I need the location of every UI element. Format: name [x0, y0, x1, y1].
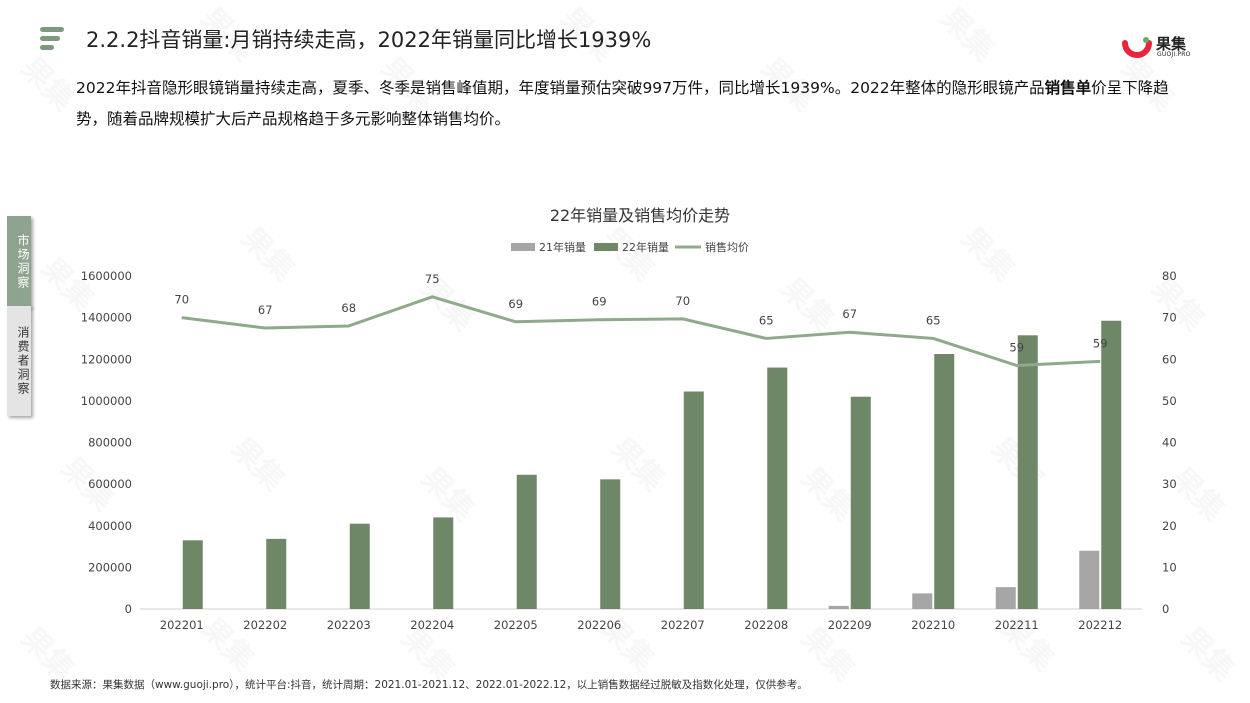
avg-price-line — [181, 295, 1101, 367]
bar-22-202212 — [1101, 320, 1122, 609]
bar-22-202211 — [1017, 335, 1038, 609]
avg-price-data-label: 65 — [759, 313, 774, 327]
bar-22-202207 — [683, 391, 704, 609]
bar-22-202208 — [767, 367, 788, 609]
bar-22-202201 — [182, 540, 203, 609]
avg-price-data-label: 70 — [174, 293, 189, 307]
bar-21-202211 — [995, 587, 1016, 609]
list-icon — [40, 27, 66, 51]
avg-price-data-label: 68 — [341, 301, 356, 315]
legend-label-2: 销售均价 — [705, 240, 749, 254]
legend-label-0: 21年销量 — [539, 240, 586, 254]
bar-21-202212 — [1079, 550, 1100, 609]
right-axis-tick-label: 70 — [1162, 311, 1177, 325]
left-axis-tick-label: 400000 — [88, 519, 132, 533]
x-axis-tick-label: 202209 — [828, 618, 872, 632]
x-axis-tick-label: 202205 — [494, 618, 538, 632]
summary-emphasis: 销售单 — [1044, 79, 1092, 97]
avg-price-data-label: 65 — [926, 313, 941, 327]
right-axis-tick-label: 30 — [1162, 477, 1177, 491]
avg-price-data-label: 67 — [842, 307, 857, 321]
right-axis-tick-label: 40 — [1162, 436, 1177, 450]
x-axis-tick-label: 202211 — [995, 618, 1039, 632]
legend-swatch-1 — [594, 243, 618, 251]
right-axis-tick-label: 60 — [1162, 352, 1177, 366]
right-axis-tick-label: 0 — [1162, 602, 1169, 616]
logo-subtitle: GUOJI.PRO — [1157, 51, 1191, 58]
left-axis-tick-label: 1000000 — [81, 394, 132, 408]
bar-22-202210 — [934, 354, 955, 609]
summary-text-before: 2022年抖音隐形眼镜销量持续走高，夏季、冬季是销售峰值期，年度销量预估突破99… — [76, 79, 1045, 97]
bar-22-202209 — [850, 396, 871, 609]
bar-22-202205 — [516, 474, 537, 609]
legend-swatch-0 — [511, 243, 535, 251]
avg-price-data-label: 59 — [1093, 336, 1108, 350]
x-axis-tick-label: 202208 — [744, 618, 788, 632]
avg-price-data-label: 69 — [508, 297, 523, 311]
bar-21-202210 — [912, 593, 933, 609]
logo-name: 果集 — [1156, 35, 1187, 53]
bar-22-202204 — [433, 517, 454, 609]
side-tab-market-insight[interactable]: 市场洞察 — [7, 216, 31, 308]
x-axis-tick-label: 202210 — [911, 618, 955, 632]
bar-22-202203 — [349, 523, 370, 609]
x-axis-tick-label: 202206 — [577, 618, 621, 632]
logo-mark-icon — [1122, 37, 1152, 58]
left-axis-tick-label: 600000 — [88, 477, 132, 491]
bar-22-202206 — [600, 479, 621, 609]
x-axis-tick-label: 202201 — [160, 618, 204, 632]
left-axis-tick-label: 0 — [125, 602, 132, 616]
x-axis-tick-label: 202204 — [410, 618, 454, 632]
avg-price-data-label: 67 — [258, 303, 273, 317]
left-axis-tick-label: 1200000 — [81, 352, 132, 366]
avg-price-data-label: 69 — [592, 295, 607, 309]
footnote: 数据来源：果集数据（www.guoji.pro），统计平台:抖音，统计周期：20… — [50, 679, 808, 691]
chart-title: 22年销量及销售均价走势 — [550, 206, 730, 225]
summary-text-after: 价呈下降趋势，随着品牌规模扩大后产品规格趋于多元影响整体销售均价。 — [76, 79, 1169, 128]
bar-22-202202 — [266, 538, 287, 609]
summary-paragraph: 2022年抖音隐形眼镜销量持续走高，夏季、冬季是销售峰值期，年度销量预估突破99… — [76, 73, 1186, 135]
right-axis-tick-label: 10 — [1162, 560, 1177, 574]
page-title: 2.2.2抖音销量:月销持续走高，2022年销量同比增长1939% — [86, 28, 652, 52]
brand-logo: 果集 GUOJI.PRO — [1122, 31, 1202, 61]
left-axis-tick-label: 1600000 — [81, 269, 132, 283]
avg-price-data-label: 70 — [675, 294, 690, 308]
side-tab-consumer-insight[interactable]: 消费者洞察 — [7, 306, 31, 416]
right-axis-tick-label: 80 — [1162, 269, 1177, 283]
avg-price-data-label: 59 — [1009, 340, 1024, 354]
right-axis-tick-label: 20 — [1162, 519, 1177, 533]
left-axis-tick-label: 200000 — [88, 560, 132, 574]
x-axis-tick-label: 202202 — [243, 618, 287, 632]
x-axis-tick-label: 202212 — [1078, 618, 1122, 632]
right-axis-tick-label: 50 — [1162, 394, 1177, 408]
left-axis-tick-label: 800000 — [88, 436, 132, 450]
left-axis-tick-label: 1400000 — [81, 311, 132, 325]
x-axis-tick-label: 202207 — [661, 618, 705, 632]
avg-price-data-label: 75 — [425, 272, 440, 286]
legend-label-1: 22年销量 — [622, 240, 669, 254]
bar-21-202209 — [828, 605, 849, 609]
x-axis-tick-label: 202203 — [327, 618, 371, 632]
